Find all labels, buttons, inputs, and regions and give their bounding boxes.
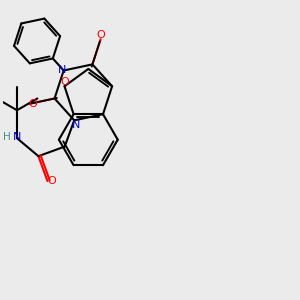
- Text: N: N: [13, 132, 21, 142]
- Text: N: N: [71, 120, 80, 130]
- Text: H: H: [3, 132, 10, 142]
- Text: O: O: [60, 77, 69, 87]
- Text: N: N: [58, 65, 66, 76]
- Text: O: O: [96, 30, 105, 40]
- Text: O: O: [47, 176, 56, 186]
- Text: O: O: [29, 99, 38, 109]
